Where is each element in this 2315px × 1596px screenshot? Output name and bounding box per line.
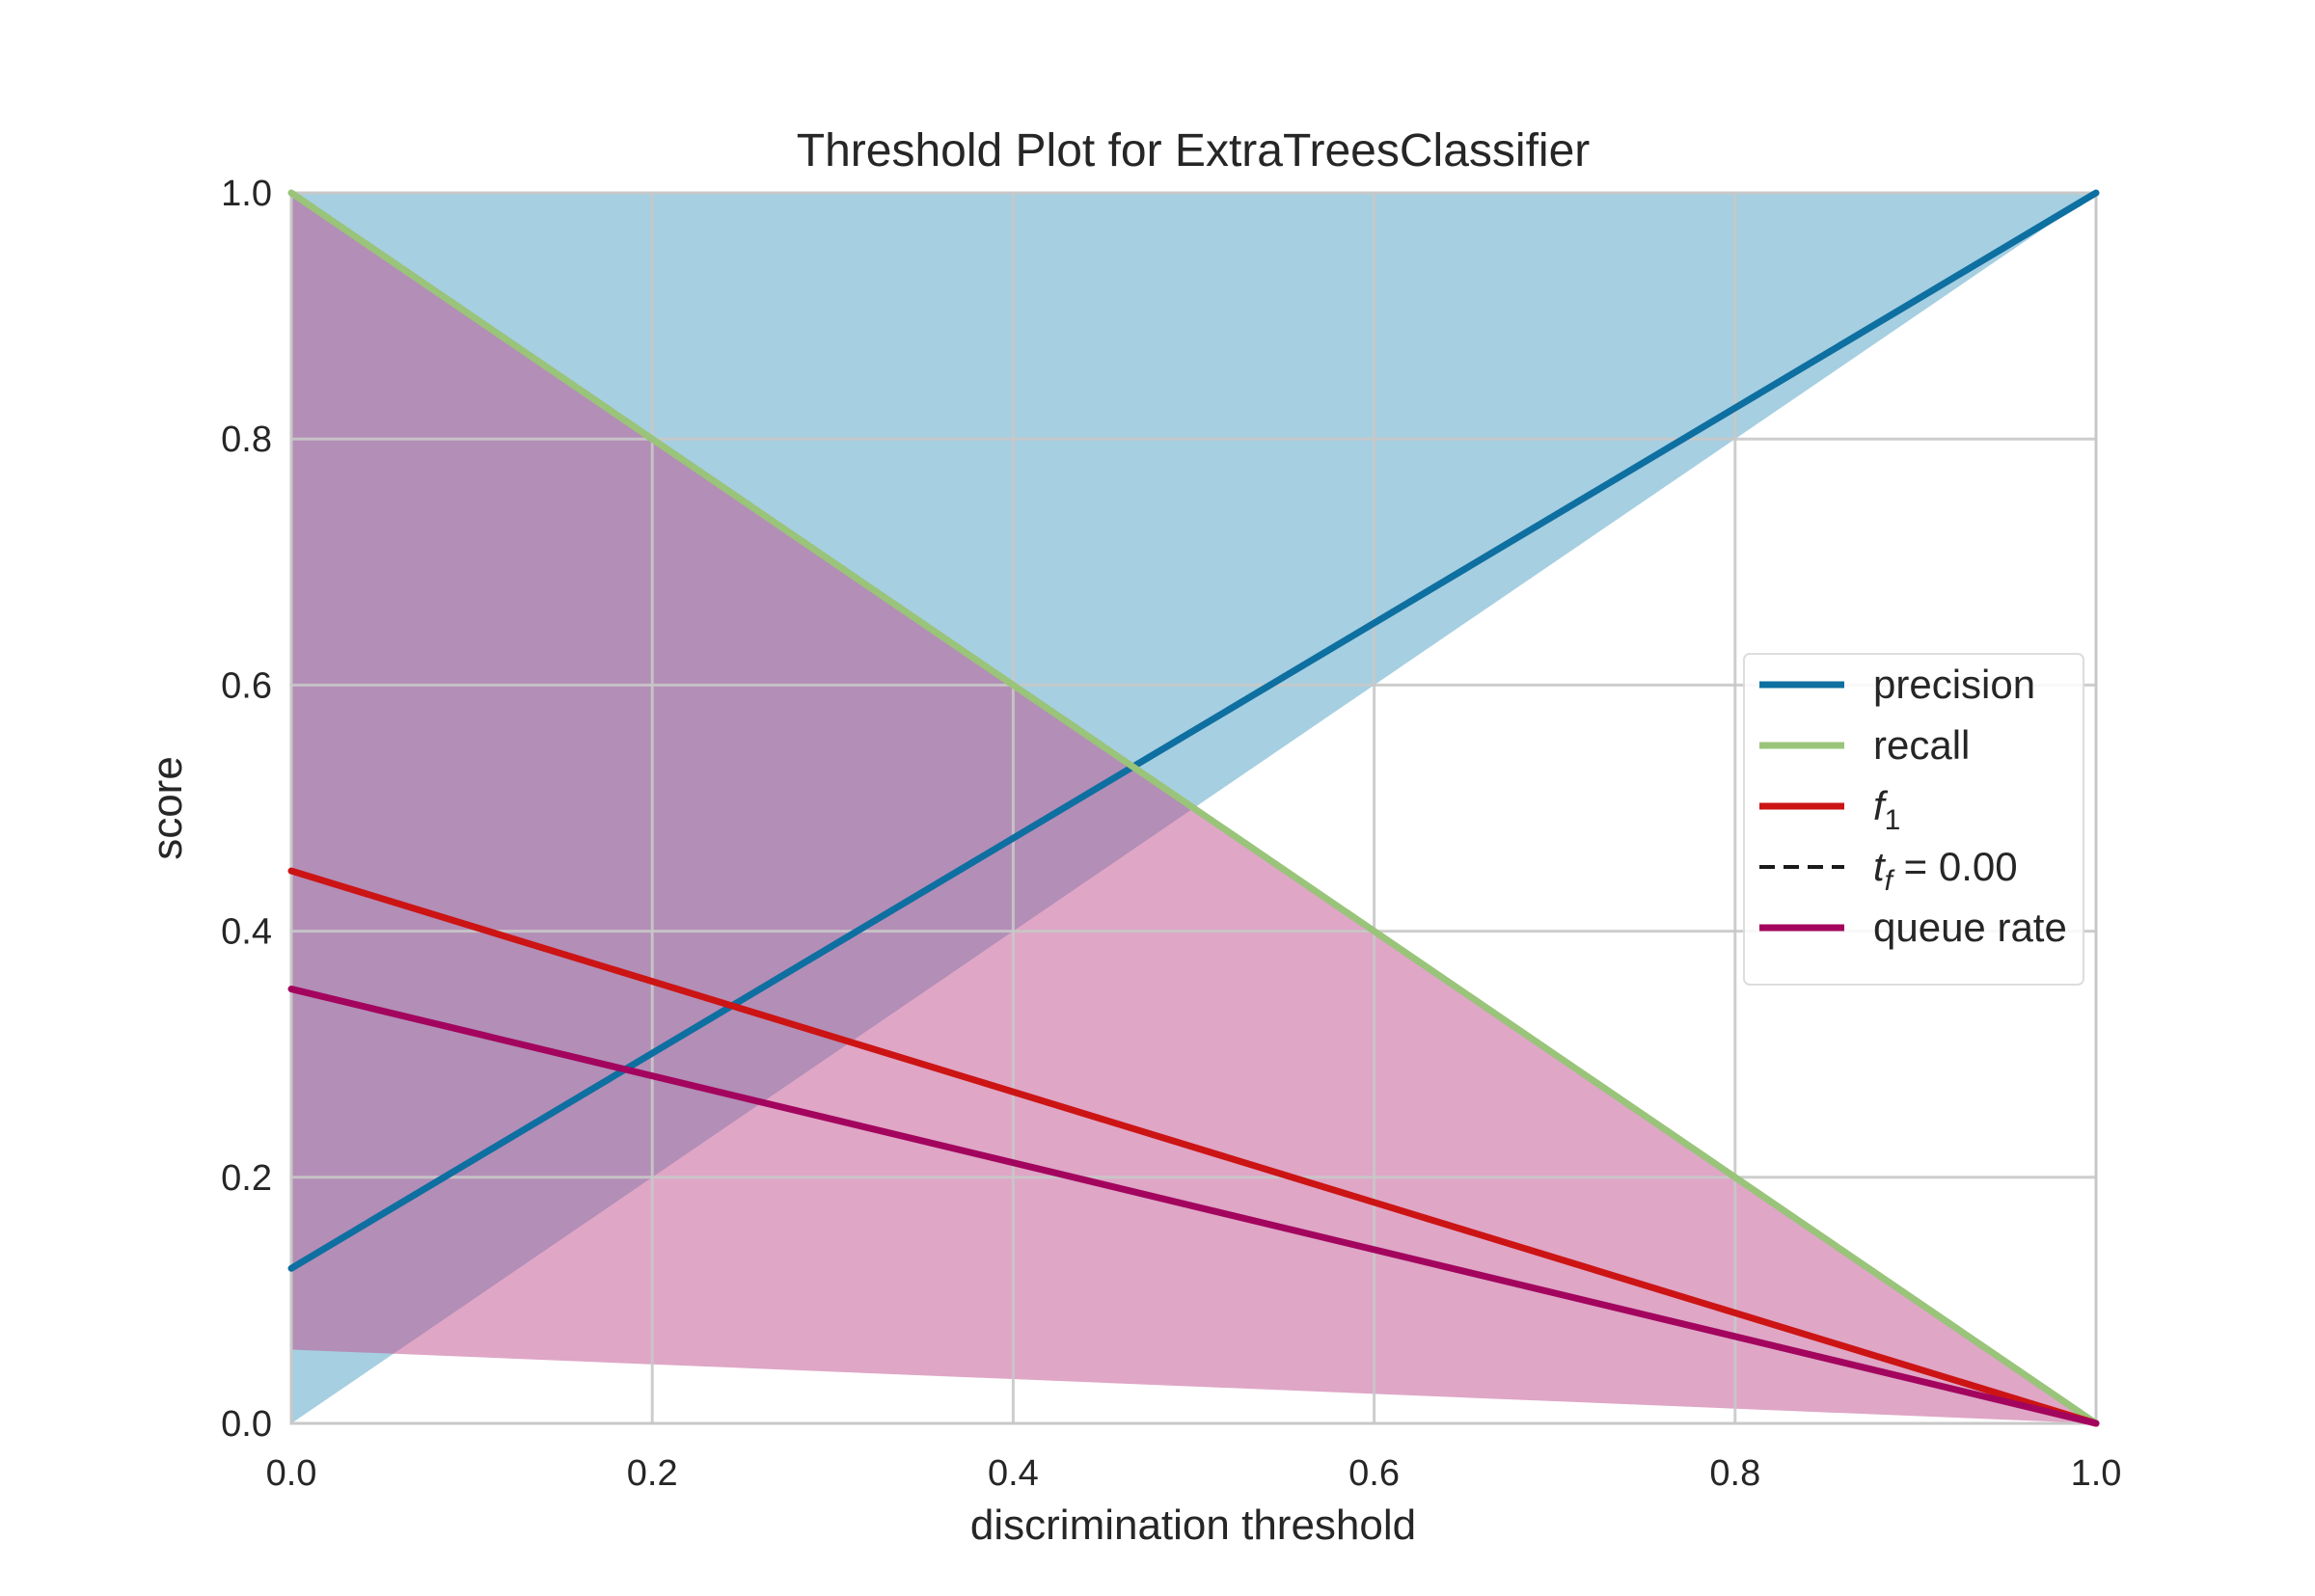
line-f1 [287,867,2100,1427]
legend-label-tf: tf = 0.00 [1873,844,2018,897]
legend-box [1743,653,2084,986]
line-queue-rate [287,986,2100,1427]
x-tick-label-5: 1.0 [2071,1453,2122,1494]
x-axis-title: discrimination threshold [970,1501,1416,1549]
chart-title: Threshold Plot for ExtraTreesClassifier [797,125,1591,176]
legend-label-queue-rate: queue rate [1873,905,2067,950]
y-tick-label-0: 0.0 [221,1404,272,1445]
x-tick-label-2: 0.4 [988,1453,1039,1494]
y-tick-label-1: 0.2 [221,1158,272,1199]
legend-label-precision: precision [1873,662,2035,707]
plot-frame [289,191,2098,1425]
x-tick-label-3: 0.6 [1348,1453,1400,1494]
line-precision [287,189,2100,1272]
series-lines [287,189,2100,1427]
line-recall [287,189,2100,1427]
legend-label-recall: recall [1873,722,1970,768]
x-tick-label-0: 0.0 [266,1453,317,1494]
x-tick-label-4: 0.8 [1709,1453,1760,1494]
plot-border [289,191,2098,1425]
y-tick-label-4: 0.8 [221,419,272,460]
x-tick-label-1: 0.2 [627,1453,678,1494]
y-tick-label-2: 0.4 [221,912,272,953]
y-tick-label-5: 1.0 [221,174,272,214]
y-tick-label-3: 0.6 [221,665,272,706]
y-axis-title: score [144,756,191,860]
tick-labels: 0.0 0.2 0.4 0.6 0.8 1.0 0.0 0.2 0.4 0.6 0.8 1.0 [221,174,2121,1494]
